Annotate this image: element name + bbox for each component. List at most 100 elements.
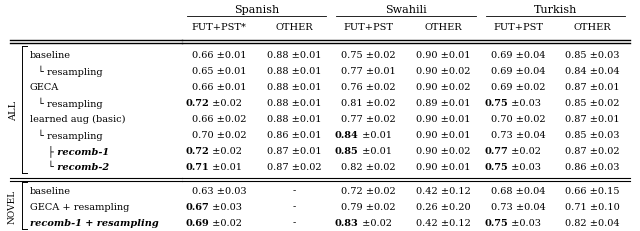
Text: NOVEL: NOVEL (8, 190, 17, 224)
Text: FUT+PST*: FUT+PST* (192, 22, 247, 31)
Text: ±0.01: ±0.01 (209, 162, 243, 171)
Text: 0.69 ±0.02: 0.69 ±0.02 (491, 82, 545, 91)
Text: baseline: baseline (30, 186, 71, 195)
Text: baseline: baseline (30, 51, 71, 60)
Text: OTHER: OTHER (424, 22, 462, 31)
Text: 0.87 ±0.01: 0.87 ±0.01 (267, 146, 321, 155)
Text: ±0.02: ±0.02 (209, 146, 243, 155)
Text: 0.73 ±0.04: 0.73 ±0.04 (491, 131, 545, 140)
Text: 0.42 ±0.12: 0.42 ±0.12 (416, 219, 471, 228)
Text: -: - (292, 203, 296, 212)
Text: 0.42 ±0.12: 0.42 ±0.12 (416, 186, 471, 195)
Text: 0.67: 0.67 (186, 203, 209, 212)
Text: 0.85 ±0.03: 0.85 ±0.03 (565, 131, 620, 140)
Text: 0.81 ±0.02: 0.81 ±0.02 (341, 98, 396, 107)
Text: 0.77: 0.77 (484, 146, 508, 155)
Text: 0.89 ±0.01: 0.89 ±0.01 (416, 98, 470, 107)
Text: ±0.02: ±0.02 (209, 98, 243, 107)
Text: FUT+PST: FUT+PST (344, 22, 394, 31)
Text: Turkish: Turkish (534, 5, 577, 15)
Text: 0.71: 0.71 (186, 162, 209, 171)
Text: 0.77 ±0.01: 0.77 ±0.01 (341, 67, 396, 76)
Text: 0.69 ±0.04: 0.69 ±0.04 (491, 51, 545, 60)
Text: 0.87 ±0.02: 0.87 ±0.02 (267, 162, 321, 171)
Text: 0.88 ±0.01: 0.88 ±0.01 (267, 51, 321, 60)
Text: 0.66 ±0.01: 0.66 ±0.01 (192, 51, 246, 60)
Text: 0.83: 0.83 (335, 219, 358, 228)
Text: OTHER: OTHER (574, 22, 611, 31)
Text: 0.84: 0.84 (335, 131, 358, 140)
Text: 0.90 ±0.02: 0.90 ±0.02 (416, 82, 470, 91)
Text: 0.66 ±0.02: 0.66 ±0.02 (192, 115, 246, 124)
Text: 0.75 ±0.02: 0.75 ±0.02 (341, 51, 396, 60)
Text: GECA: GECA (30, 82, 60, 91)
Text: Swahili: Swahili (385, 5, 427, 15)
Text: GECA + resampling: GECA + resampling (30, 203, 129, 212)
Text: OTHER: OTHER (275, 22, 313, 31)
Text: 0.26 ±0.20: 0.26 ±0.20 (416, 203, 470, 212)
Text: recomb-1 + resampling: recomb-1 + resampling (30, 219, 159, 228)
Text: Spanish: Spanish (234, 5, 279, 15)
Text: 0.69 ±0.04: 0.69 ±0.04 (491, 67, 545, 76)
Text: ±0.02: ±0.02 (209, 219, 243, 228)
Text: ±0.01: ±0.01 (358, 146, 392, 155)
Text: 0.86 ±0.03: 0.86 ±0.03 (565, 162, 620, 171)
Text: 0.75: 0.75 (484, 162, 508, 171)
Text: learned aug (basic): learned aug (basic) (30, 114, 125, 124)
Text: 0.90 ±0.01: 0.90 ±0.01 (416, 162, 470, 171)
Text: -: - (292, 219, 296, 228)
Text: 0.70 ±0.02: 0.70 ±0.02 (192, 131, 246, 140)
Text: 0.90 ±0.01: 0.90 ±0.01 (416, 51, 470, 60)
Text: 0.73 ±0.04: 0.73 ±0.04 (491, 203, 545, 212)
Text: FUT+PST: FUT+PST (493, 22, 543, 31)
Text: 0.63 ±0.03: 0.63 ±0.03 (192, 186, 246, 195)
Text: 0.79 ±0.02: 0.79 ±0.02 (341, 203, 396, 212)
Text: 0.90 ±0.02: 0.90 ±0.02 (416, 67, 470, 76)
Text: 0.70 ±0.02: 0.70 ±0.02 (491, 115, 545, 124)
Text: 0.87 ±0.02: 0.87 ±0.02 (565, 146, 620, 155)
Text: └ recomb-2: └ recomb-2 (48, 162, 109, 172)
Text: 0.69: 0.69 (186, 219, 209, 228)
Text: 0.85 ±0.02: 0.85 ±0.02 (565, 98, 620, 107)
Text: 0.84 ±0.04: 0.84 ±0.04 (565, 67, 620, 76)
Text: └ resampling: └ resampling (38, 129, 102, 141)
Text: ±0.02: ±0.02 (508, 146, 541, 155)
Text: 0.82 ±0.02: 0.82 ±0.02 (341, 162, 396, 171)
Text: ├ recomb-1: ├ recomb-1 (48, 145, 109, 157)
Text: 0.75: 0.75 (484, 98, 508, 107)
Text: ALL: ALL (10, 101, 19, 121)
Text: 0.86 ±0.01: 0.86 ±0.01 (267, 131, 321, 140)
Text: ±0.03: ±0.03 (508, 219, 541, 228)
Text: 0.71 ±0.10: 0.71 ±0.10 (565, 203, 620, 212)
Text: ±0.02: ±0.02 (358, 219, 392, 228)
Text: 0.82 ±0.04: 0.82 ±0.04 (565, 219, 620, 228)
Text: 0.76 ±0.02: 0.76 ±0.02 (341, 82, 396, 91)
Text: ±0.03: ±0.03 (209, 203, 243, 212)
Text: 0.87 ±0.01: 0.87 ±0.01 (565, 115, 620, 124)
Text: -: - (292, 186, 296, 195)
Text: 0.90 ±0.01: 0.90 ±0.01 (416, 115, 470, 124)
Text: └ resampling: └ resampling (38, 97, 102, 109)
Text: ±0.03: ±0.03 (508, 162, 541, 171)
Text: 0.68 ±0.04: 0.68 ±0.04 (491, 186, 545, 195)
Text: 0.66 ±0.01: 0.66 ±0.01 (192, 82, 246, 91)
Text: 0.88 ±0.01: 0.88 ±0.01 (267, 115, 321, 124)
Text: 0.90 ±0.02: 0.90 ±0.02 (416, 146, 470, 155)
Text: 0.90 ±0.01: 0.90 ±0.01 (416, 131, 470, 140)
Text: 0.75: 0.75 (484, 219, 508, 228)
Text: 0.87 ±0.01: 0.87 ±0.01 (565, 82, 620, 91)
Text: 0.72: 0.72 (186, 98, 209, 107)
Text: 0.88 ±0.01: 0.88 ±0.01 (267, 82, 321, 91)
Text: 0.85 ±0.03: 0.85 ±0.03 (565, 51, 620, 60)
Text: 0.72: 0.72 (186, 146, 209, 155)
Text: 0.88 ±0.01: 0.88 ±0.01 (267, 98, 321, 107)
Text: ±0.03: ±0.03 (508, 98, 541, 107)
Text: └ resampling: └ resampling (38, 65, 102, 77)
Text: 0.72 ±0.02: 0.72 ±0.02 (341, 186, 396, 195)
Text: 0.77 ±0.02: 0.77 ±0.02 (341, 115, 396, 124)
Text: 0.66 ±0.15: 0.66 ±0.15 (565, 186, 620, 195)
Text: ±0.01: ±0.01 (358, 131, 392, 140)
Text: 0.65 ±0.01: 0.65 ±0.01 (192, 67, 246, 76)
Text: 0.85: 0.85 (335, 146, 358, 155)
Text: 0.88 ±0.01: 0.88 ±0.01 (267, 67, 321, 76)
